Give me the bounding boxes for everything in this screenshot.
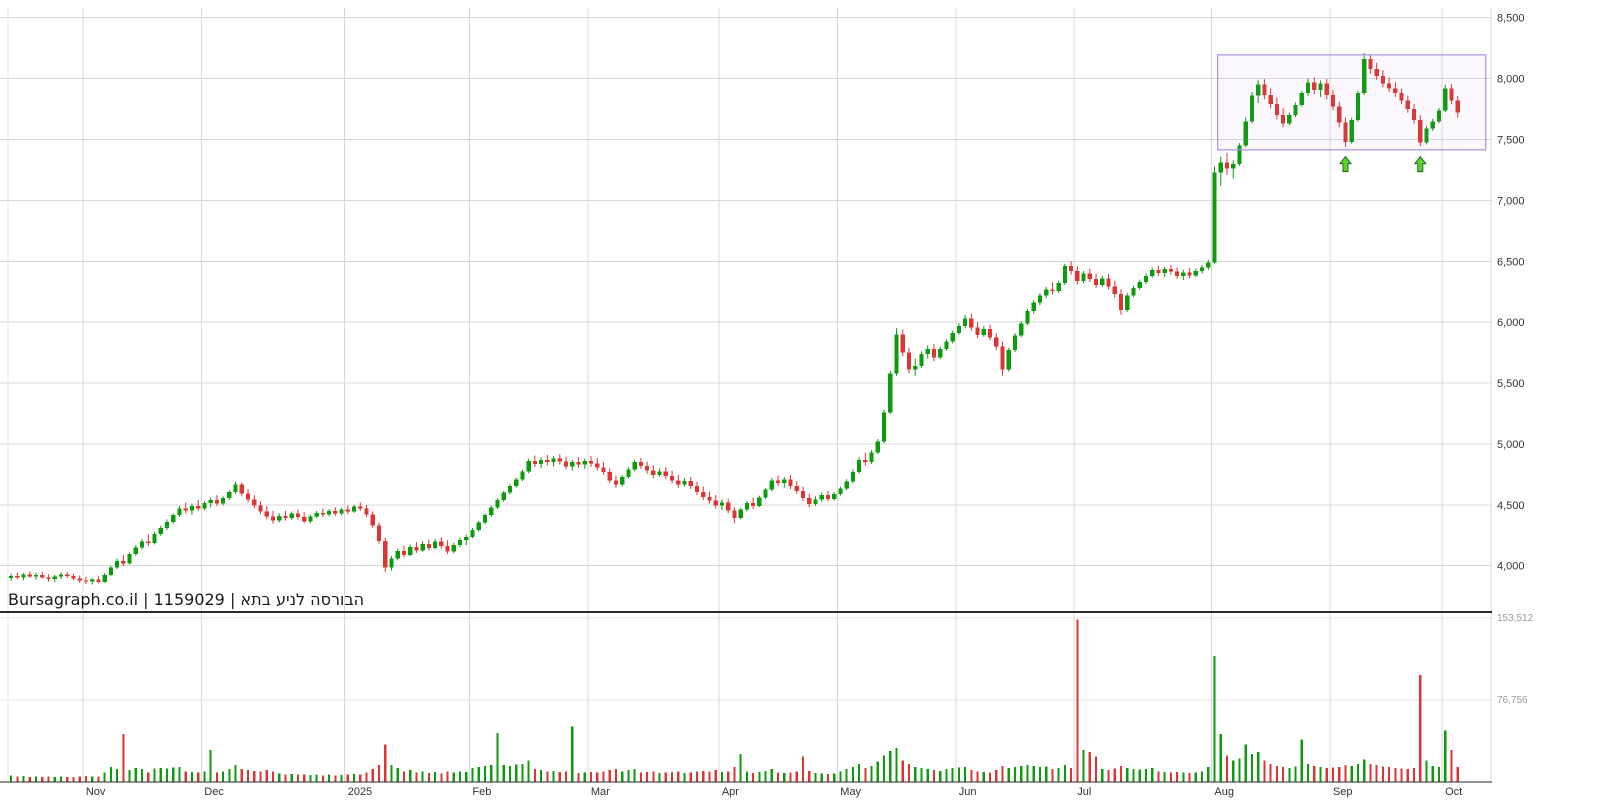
price-axis-label: 6,500 [1497,256,1525,268]
x-axis-label: Nov [86,786,106,798]
annotations [1217,54,1487,173]
price-axis-label: 8,500 [1497,13,1525,25]
x-axis-label: May [840,786,861,798]
watermark: Bursagraph.co.il | 1159029 | הבורסה לניע… [8,590,365,609]
x-axis-label: Apr [722,786,739,798]
up-arrow-icon [1338,155,1352,173]
x-axis-label: Jun [959,786,977,798]
x-axis-label: Feb [472,786,491,798]
price-axis-label: 8,000 [1497,74,1525,86]
volume-bars [10,619,1459,782]
axes [0,611,1492,783]
range-box-annotation [1217,54,1487,151]
grid-lines [0,8,1492,782]
price-axis-label: 4,000 [1497,561,1525,573]
x-axis-label: Mar [591,786,610,798]
price-axis-label: 6,000 [1497,317,1525,329]
x-axis-label: Sep [1333,786,1353,798]
x-axis-label: Oct [1445,786,1462,798]
x-axis-label: Jul [1077,786,1091,798]
volume-axis-label: 153,512 [1497,613,1534,624]
x-axis-label: Dec [204,786,224,798]
price-axis-label: 4,500 [1497,500,1525,512]
x-axis-label: Aug [1214,786,1234,798]
price-axis-label: 7,000 [1497,195,1525,207]
volume-axis-label: 76,756 [1497,695,1528,706]
price-axis-label: 7,500 [1497,135,1525,147]
x-axis-label: 2025 [348,786,372,798]
candles [8,53,1460,585]
price-axis-label: 5,500 [1497,378,1525,390]
axis-labels: 8,500 8,000 7,500 7,000 6,500 6,000 5,500 5,000… [86,13,1534,798]
price-axis-label: 5,000 [1497,439,1525,451]
up-arrow-icon [1413,155,1427,173]
